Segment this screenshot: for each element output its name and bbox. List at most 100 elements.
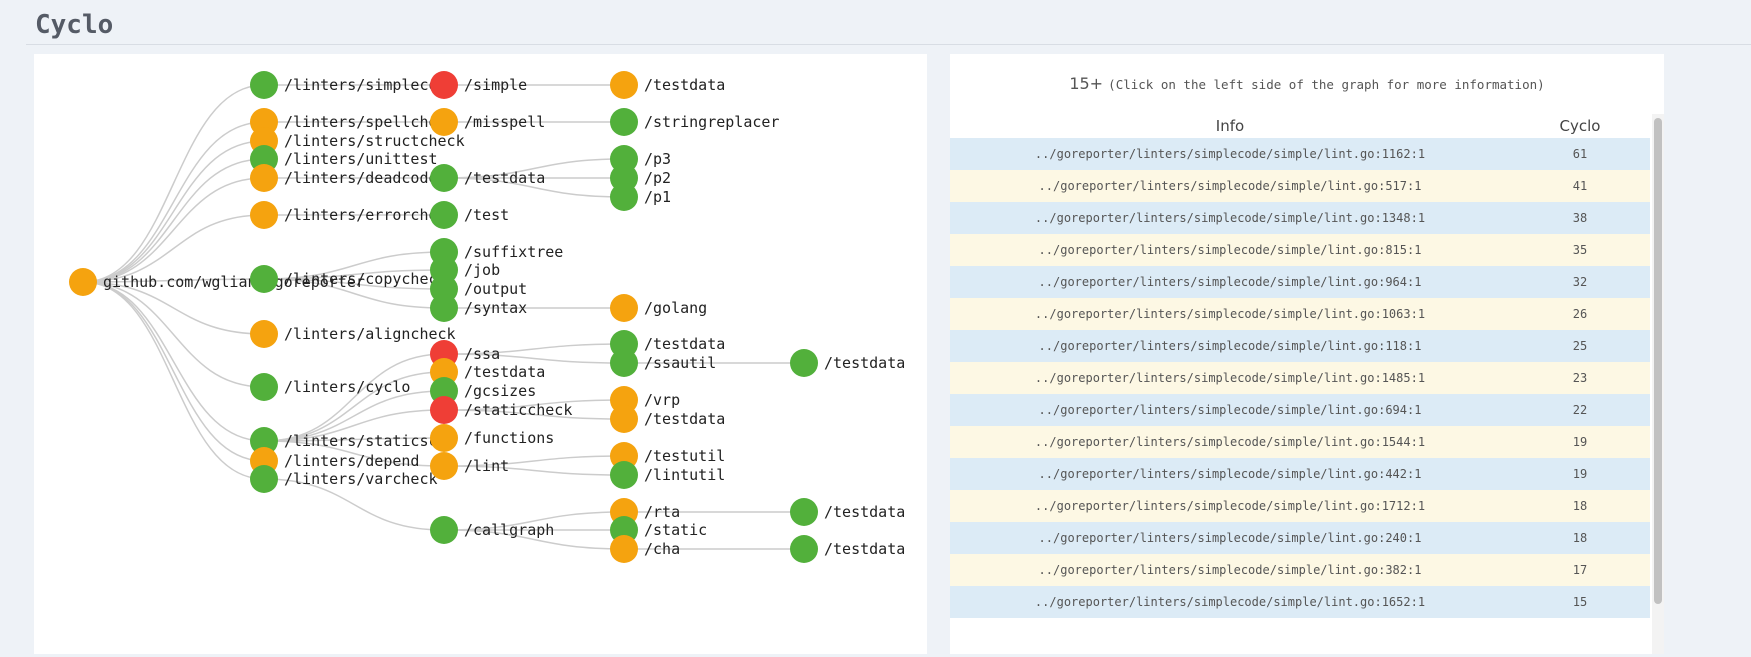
node-circle-golang[interactable] [610,294,638,322]
node-circle-callgraph[interactable] [430,516,458,544]
node-label-unittest: /linters/unittest [284,150,438,168]
table-row[interactable]: ../goreporter/linters/simplecode/simple/… [950,266,1650,298]
node-circle-testdata_dc[interactable] [430,164,458,192]
graph-node-testdata_cha[interactable]: /testdata [790,535,905,563]
node-circle-testdata_ssautil[interactable] [790,349,818,377]
node-label-lint: /lint [464,457,509,475]
graph-node-cyclo[interactable]: /linters/cyclo [250,373,410,401]
node-circle-staticscan[interactable] [250,427,278,455]
node-circle-simplecode[interactable] [250,71,278,99]
node-circle-testdata_simple[interactable] [610,71,638,99]
node-label-lintutil: /lintutil [644,466,725,484]
graph-node-callgraph[interactable]: /callgraph [430,516,554,544]
graph-node-cha[interactable]: /cha [610,535,680,563]
node-circle-ssautil[interactable] [610,349,638,377]
node-label-p3: /p3 [644,150,671,168]
node-label-misspell: /misspell [464,113,545,131]
graph-link-root-deadcode [82,177,265,283]
node-circle-cyclo[interactable] [250,373,278,401]
graph-node-aligncheck[interactable]: /linters/aligncheck [250,320,456,348]
table-row[interactable]: ../goreporter/linters/simplecode/simple/… [950,170,1650,202]
node-label-testdata_cha: /testdata [824,540,905,558]
graph-node-golang[interactable]: /golang [610,294,707,322]
info-cell: ../goreporter/linters/simplecode/simple/… [950,394,1510,426]
graph-node-lint[interactable]: /lint [430,452,509,480]
table-row[interactable]: ../goreporter/linters/simplecode/simple/… [950,330,1650,362]
info-cell: ../goreporter/linters/simplecode/simple/… [950,554,1510,586]
graph-node-deadcode[interactable]: /linters/deadcode [250,164,438,192]
node-circle-testdata_sc[interactable] [610,405,638,433]
node-circle-cha[interactable] [610,535,638,563]
node-circle-aligncheck[interactable] [250,320,278,348]
graph-node-testdata_rta[interactable]: /testdata [790,498,905,526]
node-circle-deadcode[interactable] [250,164,278,192]
table-scroll-area[interactable]: Info Cyclo ../goreporter/linters/simplec… [950,114,1650,654]
node-label-p2: /p2 [644,169,671,187]
node-circle-errorcheck[interactable] [250,201,278,229]
graph-node-misspell[interactable]: /misspell [430,108,545,136]
graph-node-p1[interactable]: /p1 [610,183,671,211]
table-row[interactable]: ../goreporter/linters/simplecode/simple/… [950,522,1650,554]
graph-node-syntax[interactable]: /syntax [430,294,527,322]
node-circle-functions[interactable] [430,424,458,452]
table-row[interactable]: ../goreporter/linters/simplecode/simple/… [950,362,1650,394]
info-cell: ../goreporter/linters/simplecode/simple/… [950,234,1510,266]
node-circle-lint[interactable] [430,452,458,480]
graph-link-callgraph-rta [443,511,625,531]
node-circle-p1[interactable] [610,183,638,211]
graph-node-simplecode[interactable]: /linters/simplecode [250,71,456,99]
table-row[interactable]: ../goreporter/linters/simplecode/simple/… [950,586,1650,618]
graph-node-functions[interactable]: /functions [430,424,554,452]
graph-node-errorcheck[interactable]: /linters/errorcheck [250,201,456,229]
scrollbar-thumb[interactable] [1654,118,1662,604]
table-row[interactable]: ../goreporter/linters/simplecode/simple/… [950,458,1650,490]
graph-link-root-simplecode [82,84,265,283]
table-row[interactable]: ../goreporter/linters/simplecode/simple/… [950,394,1650,426]
node-circle-stringreplacer[interactable] [610,108,638,136]
table-row[interactable]: ../goreporter/linters/simplecode/simple/… [950,138,1650,170]
node-circle-test[interactable] [430,201,458,229]
graph-node-simple[interactable]: /simple [430,71,527,99]
graph-link-root-unittest [82,158,265,283]
graph-node-ssautil[interactable]: /ssautil [610,349,716,377]
table-row[interactable]: ../goreporter/linters/simplecode/simple/… [950,298,1650,330]
info-cell: ../goreporter/linters/simplecode/simple/… [950,362,1510,394]
graph-node-lintutil[interactable]: /lintutil [610,461,725,489]
graph-node-staticscan[interactable]: /linters/staticscan [250,427,456,455]
graph-node-testdata_ssautil[interactable]: /testdata [790,349,905,377]
graph-node-testdata_dc[interactable]: /testdata [430,164,545,192]
node-circle-root[interactable] [69,268,97,296]
summary-line: 15+ (Click on the left side of the graph… [950,74,1664,93]
graph-node-staticcheck[interactable]: /staticcheck [430,396,572,424]
node-label-test: /test [464,206,509,224]
node-label-testdata_sc: /testdata [644,410,725,428]
node-circle-staticcheck[interactable] [430,396,458,424]
table-row[interactable]: ../goreporter/linters/simplecode/simple/… [950,202,1650,234]
graph-link-lint-testutil [443,455,625,467]
node-label-callgraph: /callgraph [464,521,554,539]
node-circle-testdata_rta[interactable] [790,498,818,526]
table-row[interactable]: ../goreporter/linters/simplecode/simple/… [950,554,1650,586]
table-scrollbar[interactable] [1652,114,1664,654]
table-row[interactable]: ../goreporter/linters/simplecode/simple/… [950,490,1650,522]
node-circle-varcheck[interactable] [250,465,278,493]
table-row[interactable]: ../goreporter/linters/simplecode/simple/… [950,234,1650,266]
graph-node-copycheck[interactable]: /linters/copycheck [250,265,447,293]
graph-node-root[interactable]: github.com/wgliang/goreporter [69,268,365,296]
node-circle-syntax[interactable] [430,294,458,322]
graph-node-stringreplacer[interactable]: /stringreplacer [610,108,779,136]
graph-node-testdata_sc[interactable]: /testdata [610,405,725,433]
cyclo-cell: 19 [1510,426,1650,458]
node-circle-testdata_cha[interactable] [790,535,818,563]
node-circle-simple[interactable] [430,71,458,99]
node-circle-misspell[interactable] [430,108,458,136]
node-circle-lintutil[interactable] [610,461,638,489]
graph-node-varcheck[interactable]: /linters/varcheck [250,465,438,493]
node-circle-copycheck[interactable] [250,265,278,293]
info-cell: ../goreporter/linters/simplecode/simple/… [950,522,1510,554]
node-label-testdata_ssa: /testdata [644,335,725,353]
info-cell: ../goreporter/linters/simplecode/simple/… [950,266,1510,298]
graph-node-testdata_simple[interactable]: /testdata [610,71,725,99]
graph-node-test[interactable]: /test [430,201,509,229]
table-row[interactable]: ../goreporter/linters/simplecode/simple/… [950,426,1650,458]
